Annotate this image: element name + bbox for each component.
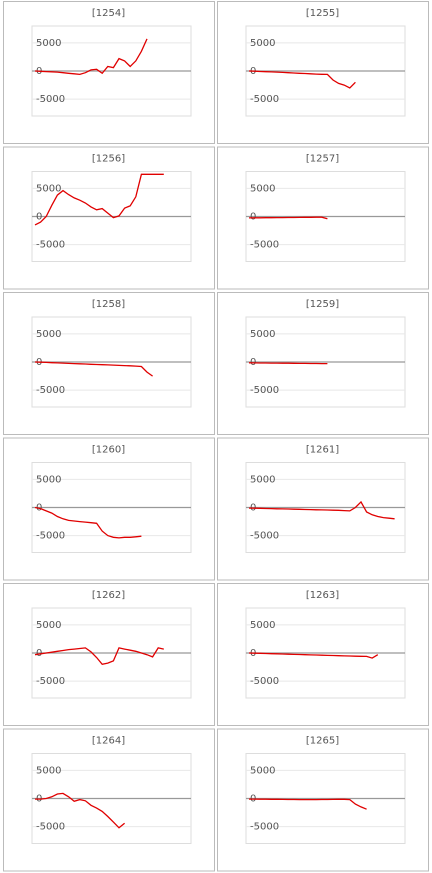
y-tick-label: -5000: [36, 385, 65, 396]
data-line: [248, 362, 328, 365]
chart-title: [1255]: [306, 8, 339, 19]
data-line: [249, 798, 367, 810]
chart-cell: [217, 1, 429, 144]
y-tick-label: -5000: [36, 822, 65, 833]
data-line: [34, 173, 164, 226]
data-line: [35, 792, 126, 829]
y-tick-label: 5000: [250, 620, 275, 631]
data-line: [34, 38, 148, 76]
chart-title: [1261]: [306, 445, 339, 456]
data-line: [34, 361, 153, 377]
chart-cell: [3, 292, 215, 435]
chart-cell: [3, 728, 215, 872]
data-line: [34, 647, 164, 666]
y-tick-label: 5000: [36, 620, 61, 631]
chart-title: [1256]: [92, 154, 125, 165]
y-tick-label: -5000: [250, 531, 279, 542]
chart-title: [1257]: [306, 154, 339, 165]
data-line: [248, 70, 356, 89]
y-tick-label: -5000: [250, 822, 279, 833]
y-tick-label: -5000: [36, 94, 65, 105]
y-tick-label: -5000: [36, 240, 65, 251]
data-line: [248, 500, 395, 520]
y-tick-label: 5000: [36, 474, 61, 485]
chart-title: [1264]: [92, 736, 125, 747]
chart-cell: [3, 437, 215, 581]
y-tick-label: 5000: [36, 765, 61, 776]
y-tick-label: 5000: [36, 38, 61, 49]
chart-cell: [3, 1, 215, 144]
y-tick-label: -5000: [250, 676, 279, 687]
y-tick-label: -5000: [250, 385, 279, 396]
y-tick-label: 5000: [36, 329, 61, 340]
data-line: [34, 506, 142, 539]
chart-cell: [217, 583, 429, 726]
y-tick-label: -5000: [36, 676, 65, 687]
y-tick-label: 0: [250, 212, 256, 223]
y-tick-label: -5000: [250, 240, 279, 251]
y-tick-label: -5000: [250, 94, 279, 105]
y-tick-label: 5000: [250, 329, 275, 340]
chart-title: [1265]: [306, 736, 339, 747]
data-line: [248, 652, 379, 659]
chart-title: [1263]: [306, 590, 339, 601]
chart-title: [1258]: [92, 299, 125, 310]
y-tick-label: 5000: [250, 38, 275, 49]
chart-title: [1259]: [306, 299, 339, 310]
chart-title: [1262]: [92, 590, 125, 601]
y-tick-label: 0: [36, 212, 42, 223]
chart-cell: [3, 146, 215, 290]
y-tick-label: 5000: [250, 765, 275, 776]
y-tick-label: 5000: [250, 183, 275, 194]
chart-title: [1254]: [92, 8, 125, 19]
chart-title: [1260]: [92, 445, 125, 456]
y-tick-label: 5000: [36, 183, 61, 194]
data-line: [248, 216, 328, 220]
y-tick-label: -5000: [36, 531, 65, 542]
chart-cell: [217, 437, 429, 581]
y-tick-label: 5000: [250, 474, 275, 485]
